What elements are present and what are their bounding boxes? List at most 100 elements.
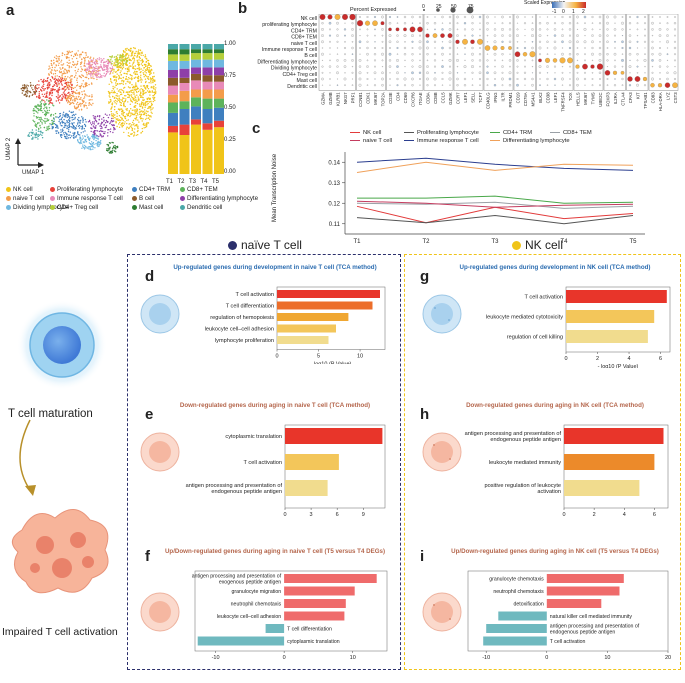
umap-point: [52, 104, 54, 106]
umap-point: [152, 97, 154, 99]
gene-group-box: [573, 14, 604, 91]
dotplot-dot: [516, 34, 519, 37]
umap-point: [127, 79, 129, 81]
umap-point: [139, 76, 142, 78]
dotplot-dot: [553, 77, 557, 81]
umap-point: [114, 106, 116, 108]
umap-point: [63, 91, 65, 93]
umap-point: [122, 110, 124, 112]
umap-point: [99, 70, 101, 72]
umap-point: [75, 127, 77, 130]
umap-point: [44, 101, 46, 103]
legend-swatch: [50, 186, 55, 192]
umap-point: [63, 78, 66, 81]
umap-point: [100, 65, 103, 68]
dotplot-dot: [621, 40, 624, 44]
umap-point: [53, 120, 55, 122]
linechart-ylabel: Mean Transcription Noise: [272, 153, 278, 222]
umap-point: [68, 65, 70, 67]
dotplot-dot: [666, 65, 669, 68]
umap-point: [66, 137, 68, 140]
dotplot-dot: [516, 78, 519, 80]
umap-point: [140, 113, 143, 116]
linechart-xtick: T5: [629, 239, 637, 245]
umap-point: [81, 102, 84, 105]
umap-point: [144, 87, 146, 89]
dotplot-gene-label: CCL5: [441, 92, 446, 104]
umap-point: [135, 50, 137, 53]
umap-point: [136, 100, 138, 102]
umap-point: [122, 100, 124, 103]
title-i: Up/Down-regulated genes during aging in …: [451, 548, 659, 555]
umap-point: [95, 75, 97, 77]
umap-point: [57, 94, 59, 96]
umap-point: [74, 133, 76, 135]
umap-point: [82, 121, 84, 123]
umap-point: [36, 136, 38, 139]
umap-point: [90, 60, 93, 62]
umap-point: [125, 76, 128, 78]
umap-point: [86, 72, 88, 74]
umap-point: [151, 112, 153, 115]
umap-point: [35, 129, 37, 131]
umap-point: [92, 115, 95, 117]
legend-swatch: [180, 195, 185, 201]
umap-point: [55, 55, 58, 57]
umap-point: [68, 59, 70, 61]
dotplot-dot: [508, 28, 512, 31]
dotplot-row-label: proliferating lymphocyte: [262, 22, 317, 28]
umap-point: [126, 67, 128, 69]
dotplot-dot: [478, 77, 482, 81]
umap-point: [148, 82, 150, 84]
umap-point: [140, 81, 142, 83]
umap-point: [132, 124, 134, 126]
dotplot-dot: [674, 16, 676, 18]
umap-point: [83, 97, 85, 100]
umap-point: [119, 104, 122, 106]
umap-point: [71, 75, 73, 77]
umap-point: [73, 102, 75, 105]
umap-plot: [15, 47, 157, 168]
umap-point: [145, 102, 147, 104]
umap-point: [21, 86, 24, 89]
dotplot-dot: [449, 84, 451, 86]
umap-point: [57, 90, 59, 92]
dotplot-dot: [501, 59, 504, 62]
umap-point: [91, 135, 93, 138]
t-cell-nucleus: [43, 326, 81, 364]
dotplot-gene-label: LYZ: [666, 92, 671, 100]
umap-point: [120, 56, 122, 59]
umap-point: [139, 57, 141, 59]
umap-point: [123, 123, 126, 125]
umap-point: [41, 121, 43, 124]
dotplot-dot: [434, 47, 436, 49]
umap-point: [144, 112, 146, 114]
umap-point: [92, 122, 94, 125]
dotplot-dot: [359, 28, 361, 31]
umap-point: [129, 81, 131, 83]
bar-label: leukocyte mediated immunity: [489, 460, 561, 466]
umap-point: [41, 137, 44, 139]
umap-point: [61, 134, 63, 136]
dotplot-dot: [629, 59, 631, 61]
dotplot-dot: [628, 34, 632, 37]
umap-point: [46, 77, 49, 80]
dotplot-dot: [658, 28, 662, 31]
umap-point: [139, 53, 141, 55]
umap-point: [113, 90, 116, 92]
umap-point: [107, 90, 110, 93]
legend-entry: NK cell: [6, 186, 33, 193]
umap-point: [28, 135, 31, 137]
dotplot-dot: [358, 71, 362, 75]
dotplot-dot: [344, 72, 346, 74]
umap-point: [131, 54, 134, 56]
stacked-segment: [168, 77, 178, 86]
dotplot-dot: [426, 65, 429, 68]
umap-point: [80, 103, 82, 105]
umap-point: [108, 114, 111, 116]
dotplot-dot: [621, 53, 624, 55]
umap-point: [95, 139, 97, 142]
umap-point: [97, 63, 99, 65]
umap-point: [67, 95, 69, 97]
umap-point: [137, 75, 139, 77]
